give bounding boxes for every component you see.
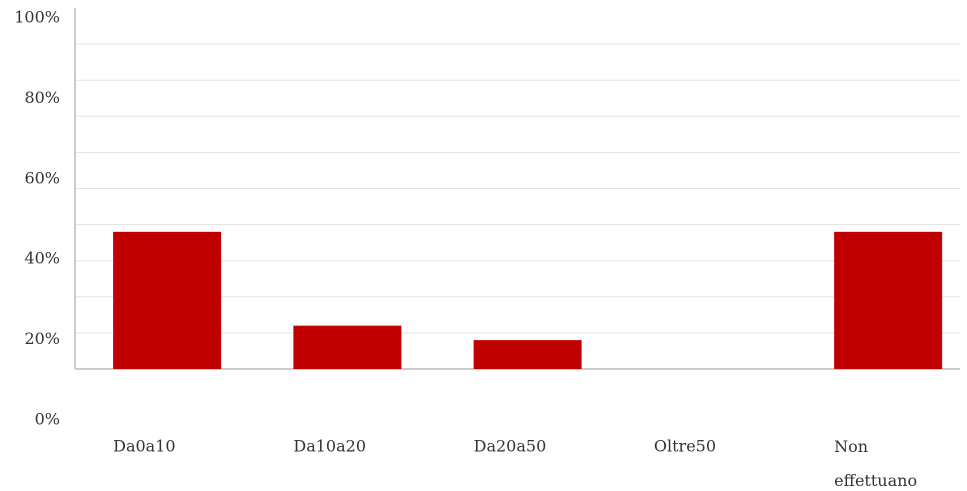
x-tick-label: Da0a10 — [113, 437, 175, 456]
x-tick-label: Da10a20 — [293, 437, 366, 456]
bar — [834, 231, 943, 369]
y-tick-label: 20% — [24, 329, 60, 348]
bar — [293, 325, 402, 369]
x-tick-label: Da20a50 — [474, 437, 547, 456]
y-tick-label: 100% — [14, 8, 60, 27]
y-tick-label: 60% — [24, 168, 60, 187]
x-tick-label: Oltre50 — [654, 437, 716, 456]
bar — [473, 340, 582, 369]
x-tick-label: Non effettuano — [834, 437, 917, 490]
y-tick-label: 40% — [24, 249, 60, 268]
bar — [113, 231, 222, 369]
y-tick-label: 80% — [24, 88, 60, 107]
y-tick-label: 0% — [35, 410, 60, 429]
